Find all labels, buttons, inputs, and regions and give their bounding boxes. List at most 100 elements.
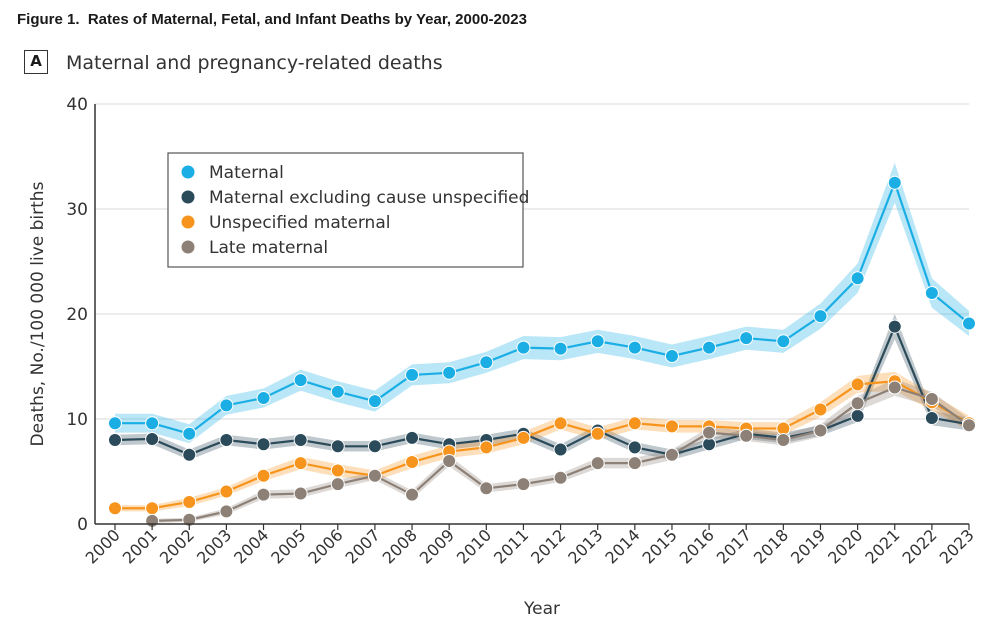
panel-title: Maternal and pregnancy-related deaths (66, 52, 443, 74)
point-unspecified-maternal (627, 416, 642, 431)
point-maternal-excluding-cause-unspecified (108, 433, 122, 447)
point-maternal (962, 316, 976, 331)
point-late-maternal (590, 456, 605, 471)
x-tick-label: 2006 (304, 525, 346, 567)
x-tick-label: 2010 (453, 525, 495, 567)
point-maternal (516, 340, 531, 355)
x-tick-label: 2005 (267, 525, 309, 567)
point-late-maternal (405, 487, 420, 502)
point-maternal (330, 384, 345, 399)
legend-label-maternal-excluding-cause-unspecified: Maternal excluding cause unspecified (209, 188, 529, 208)
band-maternal-excluding-cause-unspecified (115, 314, 969, 460)
x-tick-label: 2023 (936, 525, 978, 567)
point-maternal (739, 331, 754, 346)
point-unspecified-maternal (850, 377, 865, 392)
x-axis-label: Year (523, 599, 560, 619)
x-tick-label: 2021 (861, 525, 903, 567)
point-late-maternal (256, 487, 271, 502)
point-maternal (664, 349, 679, 363)
x-tick-label: 2008 (379, 525, 421, 567)
point-maternal (887, 175, 902, 190)
y-tick-label: 0 (77, 515, 88, 535)
point-unspecified-maternal (182, 494, 197, 509)
point-maternal (108, 416, 122, 431)
legend-label-late-maternal: Late maternal (209, 238, 328, 258)
point-late-maternal (702, 425, 717, 440)
legend-marker-unspecified-maternal (181, 215, 195, 229)
point-maternal-excluding-cause-unspecified (924, 410, 939, 425)
point-maternal-excluding-cause-unspecified (182, 447, 197, 462)
x-tick-label: 2022 (898, 525, 940, 567)
x-tick-label: 2013 (564, 525, 606, 567)
x-tick-label: 2002 (156, 525, 198, 567)
x-tick-label: 2020 (824, 525, 866, 567)
x-tick-label: 2017 (713, 525, 755, 567)
point-late-maternal (293, 486, 308, 501)
x-tick-label: 2004 (230, 525, 272, 567)
y-axis-label: Deaths, No./100 000 live births (28, 181, 48, 446)
point-unspecified-maternal (145, 501, 160, 516)
point-unspecified-maternal (256, 468, 271, 483)
point-maternal (405, 367, 420, 382)
point-maternal-excluding-cause-unspecified (367, 439, 382, 454)
point-unspecified-maternal (590, 426, 605, 441)
y-tick-label: 40 (66, 95, 88, 115)
point-unspecified-maternal (479, 440, 494, 455)
point-unspecified-maternal (813, 402, 828, 417)
point-unspecified-maternal (405, 455, 420, 470)
point-maternal-excluding-cause-unspecified (405, 430, 420, 445)
point-maternal-excluding-cause-unspecified (850, 408, 865, 423)
point-maternal (813, 309, 828, 324)
band-unspecified-maternal (115, 371, 969, 512)
point-maternal-excluding-cause-unspecified (887, 319, 902, 334)
point-unspecified-maternal (553, 416, 568, 431)
data-points (108, 175, 976, 528)
point-maternal-excluding-cause-unspecified (256, 437, 271, 452)
point-maternal (553, 341, 568, 356)
y-tick-label: 30 (66, 200, 88, 220)
point-late-maternal (553, 470, 568, 485)
point-unspecified-maternal (516, 430, 531, 445)
x-tick-label: 2001 (119, 525, 161, 567)
y-tick-label: 20 (66, 305, 88, 325)
point-late-maternal (887, 380, 902, 395)
point-maternal (924, 286, 939, 300)
point-late-maternal (739, 428, 754, 443)
point-maternal-excluding-cause-unspecified (330, 439, 345, 454)
point-maternal (182, 426, 197, 441)
point-maternal-excluding-cause-unspecified (145, 431, 160, 446)
x-tick-label: 2014 (601, 525, 643, 567)
x-tick-label: 2012 (527, 525, 569, 567)
point-maternal (219, 398, 234, 413)
x-tick-label: 2003 (193, 525, 235, 567)
point-late-maternal (813, 423, 828, 438)
x-tick-label: 2016 (676, 525, 718, 567)
panel-label: A (24, 50, 48, 74)
point-maternal (590, 334, 605, 349)
point-maternal-excluding-cause-unspecified (293, 433, 308, 447)
x-tick-label: 2019 (787, 525, 829, 567)
point-unspecified-maternal (330, 463, 345, 478)
point-late-maternal (664, 447, 679, 462)
point-maternal (479, 355, 494, 370)
point-maternal (256, 391, 271, 405)
point-late-maternal (924, 392, 939, 407)
point-maternal (702, 340, 717, 355)
legend-marker-maternal (181, 165, 195, 179)
x-tick-label: 2007 (342, 525, 384, 567)
legend-label-maternal: Maternal (209, 163, 284, 183)
point-late-maternal (442, 454, 457, 468)
point-late-maternal (219, 504, 234, 519)
legend-label-unspecified-maternal: Unspecified maternal (209, 213, 390, 233)
point-maternal (442, 365, 457, 380)
point-maternal-excluding-cause-unspecified (553, 442, 568, 457)
point-maternal (627, 340, 642, 355)
legend-marker-maternal-excluding-cause-unspecified (181, 190, 195, 204)
point-late-maternal (479, 481, 494, 496)
point-maternal (145, 416, 160, 431)
point-late-maternal (962, 418, 976, 433)
legend: Maternal Maternal excluding cause unspeci… (167, 152, 529, 268)
x-tick-label: 2009 (416, 525, 458, 567)
figure-title: Figure 1. Rates of Maternal, Fetal, and … (17, 11, 527, 28)
